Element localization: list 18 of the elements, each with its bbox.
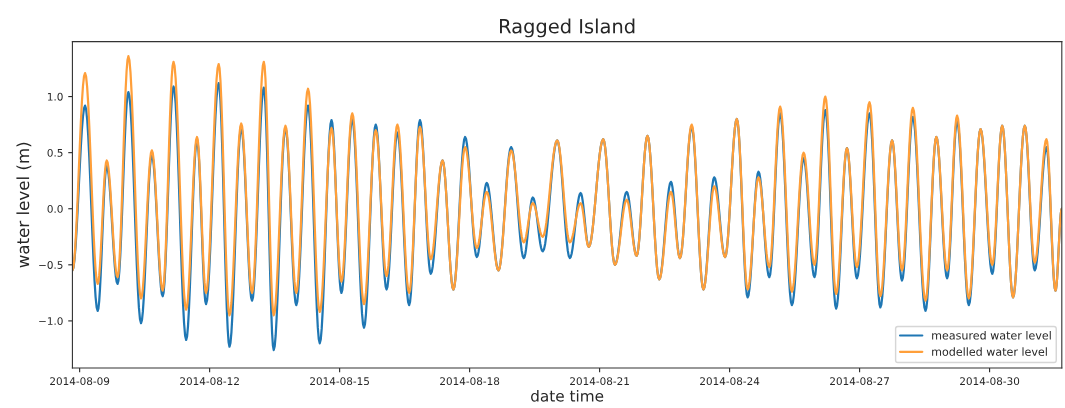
chart-title: Ragged Island	[500, 18, 635, 38]
legend-label: modelled water level	[932, 347, 1047, 356]
y-tick-label: 0.0	[47, 204, 63, 213]
x-tick-label: 2014-08-09	[50, 377, 110, 386]
y-tick-label: −1.0	[39, 317, 63, 326]
x-tick-label: 2014-08-21	[570, 377, 629, 386]
x-tick-label: 2014-08-30	[960, 377, 1020, 386]
x-tick-label: 2014-08-27	[830, 377, 889, 386]
y-tick-label: 0.5	[47, 148, 63, 157]
legend-label: measured water level	[932, 330, 1051, 340]
y-tick-label: 1.0	[47, 92, 63, 101]
y-axis-title: water level (m)	[16, 142, 32, 268]
y-tick-label: −0.5	[39, 261, 63, 269]
x-tick-label: 2014-08-12	[180, 377, 239, 386]
x-tick-label: 2014-08-15	[310, 377, 369, 386]
x-tick-label: 2014-08-24	[700, 377, 760, 386]
x-tick-label: 2014-08-18	[440, 377, 500, 386]
x-axis-title: date time	[531, 389, 604, 402]
